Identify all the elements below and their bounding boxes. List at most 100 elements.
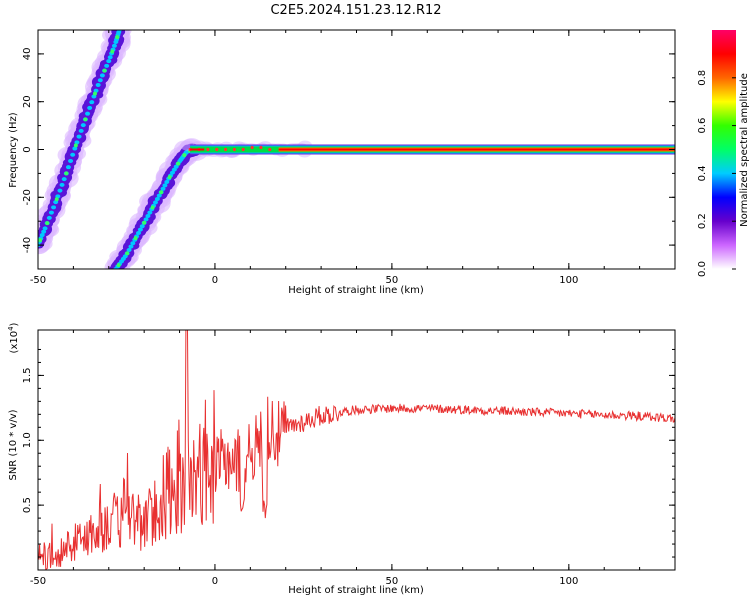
streak-core [41, 229, 47, 234]
line-peak [268, 147, 272, 152]
spectrogram-panel: -50 0 50 100 -40 -20 0 20 40 Height of straight … [8, 29, 676, 296]
streak-core [130, 241, 136, 246]
streak-core [143, 217, 149, 222]
streak-core [173, 164, 179, 169]
streak-peak [92, 91, 97, 96]
snr-multiplier-close: ) [9, 322, 20, 326]
colorbar-tick-label: 0.8 [697, 70, 708, 86]
line-start-core [190, 148, 205, 151]
y-tick-label: -20 [22, 189, 33, 205]
y-tick-label: 40 [22, 48, 33, 61]
streak-core [156, 193, 162, 198]
x-tick-label: -50 [30, 275, 46, 286]
streak-peak [115, 35, 120, 40]
streak-core [78, 128, 84, 133]
streak-core [68, 158, 74, 163]
streak-peak [159, 190, 164, 195]
line-peak [215, 147, 219, 152]
left-diagonal-streak [38, 30, 132, 255]
streak-peak [110, 49, 115, 54]
colorbar-label: Normalized spectral amplitude [739, 73, 750, 227]
colorbar-ticks: 0.0 0.2 0.4 0.6 0.8 [697, 70, 736, 277]
y-tick-label: 0 [22, 146, 33, 152]
streak-peak [176, 161, 181, 166]
line-peak [241, 147, 245, 152]
streak-core [164, 180, 170, 185]
snr-panel: -50 0 50 100 0.5 1.0 1.5 Height of straight li… [7, 322, 676, 596]
streak-core [87, 105, 93, 110]
streak-peak [45, 221, 50, 226]
x-tick-label: 0 [212, 275, 218, 286]
streak-core [89, 100, 95, 105]
streak-core [154, 196, 160, 201]
streak-core [169, 170, 175, 175]
colorbar-tick-label: 0.6 [697, 118, 708, 134]
y-tick-label: 0.5 [22, 497, 33, 513]
figure-title: C2E5.2024.151.23.12.R12 [270, 3, 441, 18]
streak-peak [133, 236, 138, 241]
streak-core [128, 244, 134, 249]
horizontal-line [180, 140, 675, 158]
streak-core [59, 182, 65, 187]
x-tick-label: 100 [559, 275, 578, 286]
colorbar: 0.0 0.2 0.4 0.6 0.8 Normalized spectral ampl… [697, 30, 750, 277]
streak-core [61, 177, 67, 182]
streak-peak [64, 171, 69, 176]
line-peak [232, 147, 237, 152]
streak-core [171, 167, 177, 172]
streak-peak [150, 205, 155, 210]
colorbar-tick-label: 0.4 [697, 165, 708, 181]
streak-core [46, 215, 52, 220]
streak-core [95, 82, 101, 87]
y-tick-label: -40 [22, 237, 33, 253]
streak-core [104, 63, 110, 68]
y-tick-label: 1.0 [22, 432, 33, 448]
colorbar-gradient [712, 30, 736, 269]
streak-core [137, 227, 143, 232]
line-peak [223, 147, 228, 152]
streak-core [145, 213, 151, 218]
snr-marks [38, 330, 675, 570]
snr-frame [37, 329, 676, 571]
streak-core [160, 186, 166, 191]
snr-ticks: -50 0 50 100 0.5 1.0 1.5 [22, 330, 676, 587]
streak-peak [73, 143, 78, 148]
streak-core [162, 183, 168, 188]
spectrogram-ticks: -50 0 50 100 -40 -20 0 20 40 [22, 29, 676, 286]
y-tick-label: 1.5 [22, 367, 33, 383]
x-tick-label: -50 [30, 576, 46, 587]
streak-peak [102, 68, 107, 73]
streak-core [99, 73, 105, 78]
streak-core [57, 188, 63, 193]
spectrogram-marks [38, 30, 675, 269]
streak-core [48, 210, 54, 215]
line-peak [206, 147, 210, 152]
streak-core [147, 210, 153, 215]
streak-core [39, 233, 45, 238]
streak-core [126, 247, 132, 252]
snr-series-line [38, 330, 675, 570]
line-peak [250, 145, 254, 150]
streak-core [65, 165, 71, 170]
streak-peak [125, 251, 130, 256]
streak-peak [38, 238, 43, 243]
spectrogram-ylabel: Frequency (Hz) [8, 112, 19, 188]
streak-peak [116, 263, 121, 268]
snr-multiplier-exp: 4 [7, 326, 15, 331]
x-tick-label: 0 [212, 576, 218, 587]
streak-core [80, 123, 86, 128]
colorbar-tick-label: 0.0 [697, 261, 708, 277]
snr-xlabel: Height of straight line (km) [288, 585, 424, 596]
streak-core [76, 134, 82, 139]
x-tick-label: 50 [386, 576, 399, 587]
streak-peak [83, 117, 88, 122]
snr-multiplier-base: (x10 [9, 331, 20, 354]
streak-core [97, 78, 103, 83]
spectrogram-xlabel: Height of straight line (km) [288, 285, 424, 296]
streak-core [107, 55, 113, 60]
streak-core [106, 59, 112, 64]
streak-core [111, 43, 117, 48]
streak-core [85, 111, 91, 116]
streak-core [42, 226, 48, 231]
streak-peak [182, 153, 187, 158]
